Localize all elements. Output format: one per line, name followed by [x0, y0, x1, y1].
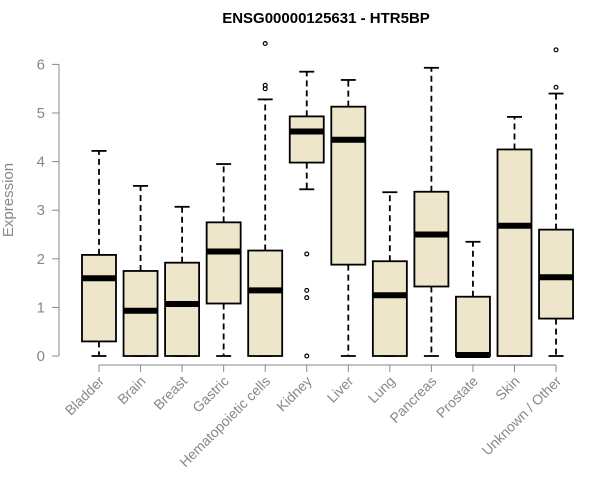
iqr-box	[205, 221, 242, 305]
x-tick-label: Lung	[365, 373, 398, 406]
iqr-box	[538, 228, 574, 320]
iqr-box	[330, 105, 367, 266]
box-gastric	[205, 163, 242, 357]
iqr-box	[247, 249, 284, 357]
y-axis-label: Expression	[0, 163, 17, 237]
y-tick-label: 6	[37, 56, 45, 73]
x-tick-label: Bladder	[62, 373, 108, 419]
iqr-box	[455, 295, 491, 357]
iqr-box	[164, 261, 201, 357]
x-tick-label: Breast	[150, 373, 190, 413]
box-pancreas	[413, 66, 450, 357]
iqr-box	[288, 115, 325, 164]
iqr-box	[496, 148, 533, 357]
box-hematopoietic-cells	[247, 41, 284, 357]
y-tick-label: 1	[37, 299, 45, 316]
outlier-point	[262, 41, 268, 47]
boxes-group	[81, 41, 574, 359]
iqr-box	[371, 260, 408, 357]
outlier-point	[304, 353, 310, 359]
outlier-point	[262, 82, 268, 88]
outlier-point	[304, 251, 310, 257]
y-tick-label: 0	[37, 348, 45, 365]
x-tick-label: Liver	[324, 373, 357, 406]
box-bladder	[81, 150, 117, 357]
chart-title: ENSG00000125631 - HTR5BP	[222, 10, 430, 27]
box-prostate	[455, 240, 491, 359]
box-skin	[496, 115, 533, 357]
box-unknown-other	[538, 47, 574, 357]
x-tick-label: Kidney	[273, 373, 315, 415]
outlier-point	[304, 287, 310, 293]
box-lung	[371, 191, 408, 357]
x-tick-label: Brain	[114, 373, 148, 407]
x-tick-label: Unknown / Other	[479, 373, 565, 459]
iqr-box	[81, 254, 117, 343]
box-brain	[122, 184, 159, 357]
iqr-box	[413, 190, 450, 288]
box-kidney	[288, 70, 325, 359]
box-breast	[164, 205, 201, 357]
x-tick-label: Skin	[492, 373, 523, 404]
y-axis: 0 1 2 3 4 5 6	[37, 56, 60, 365]
outlier-point	[553, 84, 559, 90]
x-tick-label: Prostate	[433, 373, 481, 421]
y-tick-label: 5	[37, 105, 45, 122]
outlier-point	[304, 295, 310, 301]
y-tick-label: 2	[37, 251, 45, 268]
box-liver	[330, 79, 367, 357]
y-tick-label: 3	[37, 202, 45, 219]
outlier-point	[553, 47, 559, 53]
y-tick-label: 4	[37, 154, 45, 171]
